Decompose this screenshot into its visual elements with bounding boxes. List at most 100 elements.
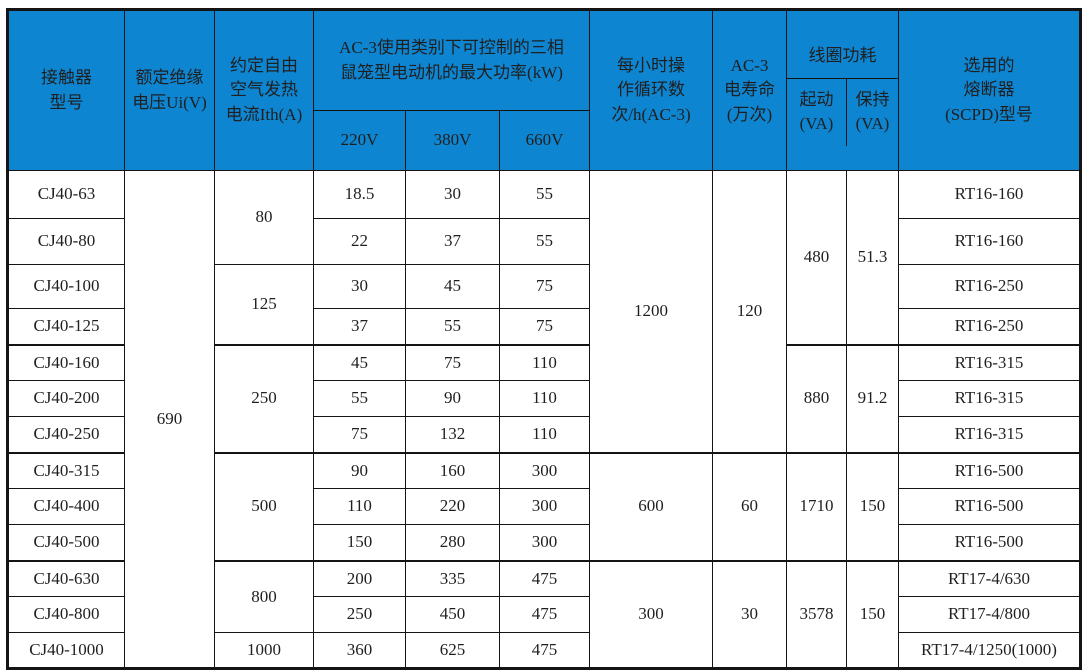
cell-life-group-2: 30 [712, 559, 787, 670]
cell-p380: 30 [405, 170, 500, 220]
cell-p380: 37 [405, 218, 500, 266]
cell-model: CJ40-100 [7, 264, 125, 310]
table-row: CJ40-400 110 220 300 RT16-500 [7, 488, 1081, 526]
cell-model: CJ40-500 [7, 524, 125, 562]
cell-p660: 475 [499, 632, 590, 670]
header-fuse-type: 选用的 熔断器 (SCPD)型号 [898, 8, 1081, 172]
cell-p220: 360 [313, 632, 406, 670]
header-660v: 660V [499, 110, 590, 172]
cell-p660: 110 [499, 343, 590, 382]
cell-p220: 250 [313, 596, 406, 634]
header-coil-power-group: 线圈功耗 起动 (VA) 保持 (VA) [786, 8, 899, 172]
cell-ith-group-4: 800 [214, 559, 314, 634]
cell-p660: 55 [499, 218, 590, 266]
cell-p380: 280 [405, 524, 500, 562]
cell-p660: 75 [499, 264, 590, 310]
cell-life-group-1: 60 [712, 451, 787, 562]
table-row: CJ40-160 250 45 75 110 880 91.2 RT16-315 [7, 343, 1081, 454]
cell-life-group-0: 120 [712, 170, 787, 454]
cell-model: CJ40-400 [7, 488, 125, 526]
table-row: CJ40-80 22 37 55 RT16-160 [7, 218, 1081, 266]
cell-model: CJ40-800 [7, 596, 125, 634]
cell-ui-voltage: 690 [124, 170, 215, 670]
cell-fuse: RT16-250 [898, 308, 1081, 346]
cell-ith-group-5: 1000 [214, 632, 314, 670]
cell-p380: 160 [405, 451, 500, 490]
cell-p380: 220 [405, 488, 500, 526]
cell-ith-group-3: 500 [214, 451, 314, 562]
cell-p660: 300 [499, 488, 590, 526]
cell-fuse: RT17-4/800 [898, 596, 1081, 634]
cell-p220: 18.5 [313, 170, 406, 220]
header-coil-start: 起动 (VA) [799, 89, 834, 134]
coil-header-subcolumns: 起动 (VA) 保持 (VA) [788, 78, 898, 146]
header-coil-power-title: 线圈功耗 [787, 36, 898, 79]
cell-fuse: RT16-500 [898, 524, 1081, 562]
cell-ops-group-0: 1200 [589, 170, 713, 454]
cell-ith-group-1: 125 [214, 264, 314, 346]
cell-coil-hold-group-3: 150 [846, 559, 899, 670]
table-row: CJ40-125 37 55 75 RT16-250 [7, 308, 1081, 346]
cell-fuse: RT16-500 [898, 488, 1081, 526]
header-electrical-life: AC-3 电寿命 (万次) [712, 8, 787, 172]
table-row: CJ40-250 75 132 110 RT16-315 [7, 416, 1081, 454]
table-row: CJ40-315 500 90 160 300 600 60 1710 150 … [7, 451, 1081, 562]
cell-model: CJ40-200 [7, 380, 125, 418]
cell-p660: 110 [499, 380, 590, 418]
cell-fuse: RT16-315 [898, 343, 1081, 382]
cell-fuse: RT17-4/630 [898, 559, 1081, 598]
header-rated-insulation-voltage: 额定绝缘 电压Ui(V) [124, 8, 215, 172]
cell-p380: 45 [405, 264, 500, 310]
cell-p220: 110 [313, 488, 406, 526]
contactor-spec-table: 接触器 型号 额定绝缘 电压Ui(V) 约定自由 空气发热 电流Ith(A) A… [6, 8, 1082, 670]
cell-p660: 475 [499, 596, 590, 634]
cell-p380: 55 [405, 308, 500, 346]
coil-header-inner: 线圈功耗 起动 (VA) 保持 (VA) [787, 36, 898, 146]
cell-ops-group-2: 300 [589, 559, 713, 670]
cell-p220: 22 [313, 218, 406, 266]
cell-coil-hold-group-1: 91.2 [846, 343, 899, 454]
cell-p380: 132 [405, 416, 500, 454]
header-operating-cycles: 每小时操 作循环数 次/h(AC-3) [589, 8, 713, 172]
cell-model: CJ40-630 [7, 559, 125, 598]
cell-p660: 110 [499, 416, 590, 454]
header-coil-hold: 保持 (VA) [845, 78, 898, 146]
cell-p660: 75 [499, 308, 590, 346]
cell-ith-group-2: 250 [214, 343, 314, 454]
cell-model: CJ40-160 [7, 343, 125, 382]
cell-model: CJ40-80 [7, 218, 125, 266]
cell-p380: 335 [405, 559, 500, 598]
cell-fuse: RT16-500 [898, 451, 1081, 490]
cell-p660: 300 [499, 524, 590, 562]
cell-p660: 475 [499, 559, 590, 598]
table-body: CJ40-63 690 80 18.5 30 55 1200 120 480 5… [7, 170, 1081, 670]
cell-p380: 625 [405, 632, 500, 670]
table-row: CJ40-500 150 280 300 RT16-500 [7, 524, 1081, 562]
cell-fuse: RT16-315 [898, 380, 1081, 418]
cell-fuse: RT17-4/1250(1000) [898, 632, 1081, 670]
header-thermal-current: 约定自由 空气发热 电流Ith(A) [214, 8, 314, 172]
cell-p660: 55 [499, 170, 590, 220]
cell-coil-start-group-3: 3578 [786, 559, 847, 670]
cell-ith-group-0: 80 [214, 170, 314, 266]
cell-fuse: RT16-160 [898, 218, 1081, 266]
cell-model: CJ40-250 [7, 416, 125, 454]
header-max-power-group: AC-3使用类别下可控制的三相 鼠笼型电动机的最大功率(kW) [313, 8, 590, 112]
cell-coil-start-group-0: 480 [786, 170, 847, 346]
cell-p220: 90 [313, 451, 406, 490]
cell-fuse: RT16-250 [898, 264, 1081, 310]
cell-coil-hold-group-0: 51.3 [846, 170, 899, 346]
header-380v: 380V [405, 110, 500, 172]
cell-p380: 450 [405, 596, 500, 634]
cell-fuse: RT16-160 [898, 170, 1081, 220]
cell-model: CJ40-63 [7, 170, 125, 220]
cell-p220: 55 [313, 380, 406, 418]
cell-p220: 75 [313, 416, 406, 454]
cell-p220: 30 [313, 264, 406, 310]
cell-coil-hold-group-2: 150 [846, 451, 899, 562]
cell-p220: 150 [313, 524, 406, 562]
cell-p380: 75 [405, 343, 500, 382]
cell-ops-group-1: 600 [589, 451, 713, 562]
cell-fuse: RT16-315 [898, 416, 1081, 454]
